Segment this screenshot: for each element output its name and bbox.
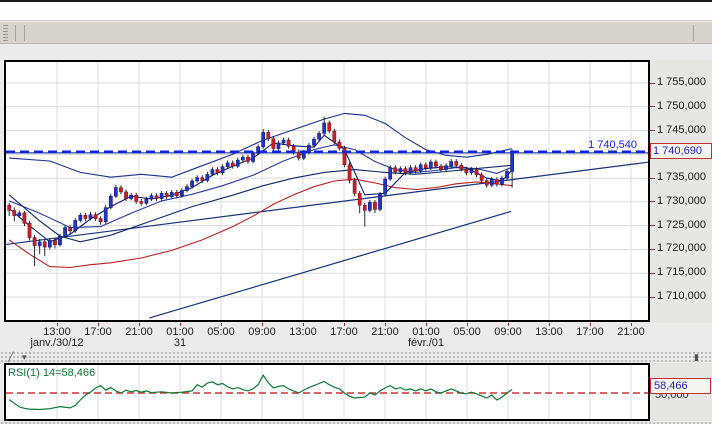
time-tick bbox=[344, 323, 345, 326]
time-tick bbox=[631, 323, 632, 326]
price-tick-label: 1 745,000 bbox=[657, 123, 706, 136]
rsi-panel-plot[interactable]: RSI(1) 14=58,466 bbox=[4, 363, 650, 421]
price-tick bbox=[650, 130, 655, 132]
date-label: févr./01 bbox=[407, 337, 445, 349]
date-label: janv./30/12 bbox=[30, 337, 84, 349]
price-tick bbox=[650, 225, 655, 227]
time-tick-label: 21:00 bbox=[371, 326, 399, 338]
time-tick-label: 05:00 bbox=[207, 326, 235, 338]
time-tick bbox=[180, 323, 181, 326]
time-tick-label: 01:00 bbox=[166, 326, 194, 338]
time-tick bbox=[549, 323, 550, 326]
price-tick-label: 1 755,000 bbox=[657, 76, 706, 88]
time-tick bbox=[262, 323, 263, 326]
price-tick-label: 1 730,000 bbox=[657, 194, 706, 207]
price-tick-label: 1 725,000 bbox=[657, 218, 706, 231]
time-tick bbox=[508, 323, 509, 326]
toolbar-separator bbox=[24, 24, 25, 41]
toolbar-separator bbox=[693, 24, 694, 41]
time-tick-label: 13:00 bbox=[535, 326, 563, 338]
time-tick-label: 17:00 bbox=[330, 326, 358, 338]
menu-bar bbox=[0, 2, 712, 21]
date-label: 31 bbox=[173, 337, 187, 349]
price-tick bbox=[650, 177, 655, 179]
status-bar bbox=[0, 44, 712, 60]
rsi-axis[interactable]: 50,000 58,466 bbox=[650, 363, 712, 421]
time-tick-label: 13:00 bbox=[43, 326, 71, 338]
time-axis[interactable]: 13:00 17:00 21:00 01:00 05:00 09:00 13:00 17:00… bbox=[0, 323, 712, 350]
price-tick-label: 1 750,000 bbox=[657, 99, 706, 112]
time-tick-label: 21:00 bbox=[617, 326, 645, 338]
bottom-strip bbox=[0, 421, 712, 424]
last-price-box: 1 740,690 bbox=[650, 143, 712, 160]
price-tick-label: 1 715,000 bbox=[657, 266, 706, 279]
price-tick bbox=[650, 82, 655, 84]
dashed-price-line-label: 1 740,540 bbox=[588, 139, 637, 151]
price-tick bbox=[650, 272, 655, 274]
time-tick-label: 13:00 bbox=[289, 326, 317, 338]
rsi-title-label: RSI(1) 14=58,466 bbox=[8, 367, 95, 379]
price-tick bbox=[650, 201, 655, 203]
time-tick bbox=[426, 323, 427, 326]
time-tick-label: 09:00 bbox=[494, 326, 522, 338]
price-tick-label: 1 735,000 bbox=[657, 171, 706, 184]
toolbar-separator bbox=[15, 24, 16, 41]
time-tick-label: 05:00 bbox=[453, 326, 481, 338]
main-chart-plot[interactable]: 1 740,540 bbox=[3, 60, 651, 322]
overlay-mvg-65 bbox=[8, 164, 513, 243]
rsi-line bbox=[8, 374, 513, 411]
time-tick bbox=[303, 323, 304, 326]
price-tick-label: 1 710,000 bbox=[657, 290, 706, 302]
time-tick bbox=[98, 323, 99, 326]
splitter-grip-right-icon[interactable]: ▮ bbox=[694, 352, 699, 362]
time-tick bbox=[139, 323, 140, 326]
time-tick-label: 09:00 bbox=[248, 326, 276, 338]
time-tick-label: 17:00 bbox=[576, 326, 604, 338]
time-tick bbox=[57, 323, 58, 326]
time-tick-label: 21:00 bbox=[125, 326, 153, 338]
toolbar-grip[interactable] bbox=[3, 24, 8, 41]
splitter-collapse-icon[interactable]: ▾ bbox=[22, 352, 27, 362]
overlay-bollinger-lower bbox=[8, 178, 513, 269]
price-tick bbox=[650, 248, 655, 250]
price-tick bbox=[650, 106, 655, 108]
splitter-resize-icon[interactable]: ╱ bbox=[8, 352, 14, 362]
rsi-last-value-box: 58,466 bbox=[650, 378, 711, 394]
price-tick-label: 1 720,000 bbox=[657, 242, 706, 255]
time-tick bbox=[221, 323, 222, 326]
time-tick bbox=[467, 323, 468, 326]
price-tick bbox=[650, 296, 655, 298]
rsi-chart-canvas[interactable]: RSI(1) 14=58,466 bbox=[4, 363, 650, 421]
candlestick-chart-canvas[interactable]: 1 740,540 bbox=[3, 60, 651, 322]
overlay-bollinger-upper bbox=[9, 112, 513, 178]
panel-splitter[interactable]: ╱ ▾ ▮ bbox=[0, 351, 712, 363]
time-tick bbox=[385, 323, 386, 326]
time-tick-label: 17:00 bbox=[84, 326, 112, 338]
time-tick bbox=[590, 323, 591, 326]
time-tick-label: 01:00 bbox=[412, 326, 440, 338]
overlay-mvg-20 bbox=[8, 144, 513, 229]
toolbar bbox=[0, 22, 712, 44]
